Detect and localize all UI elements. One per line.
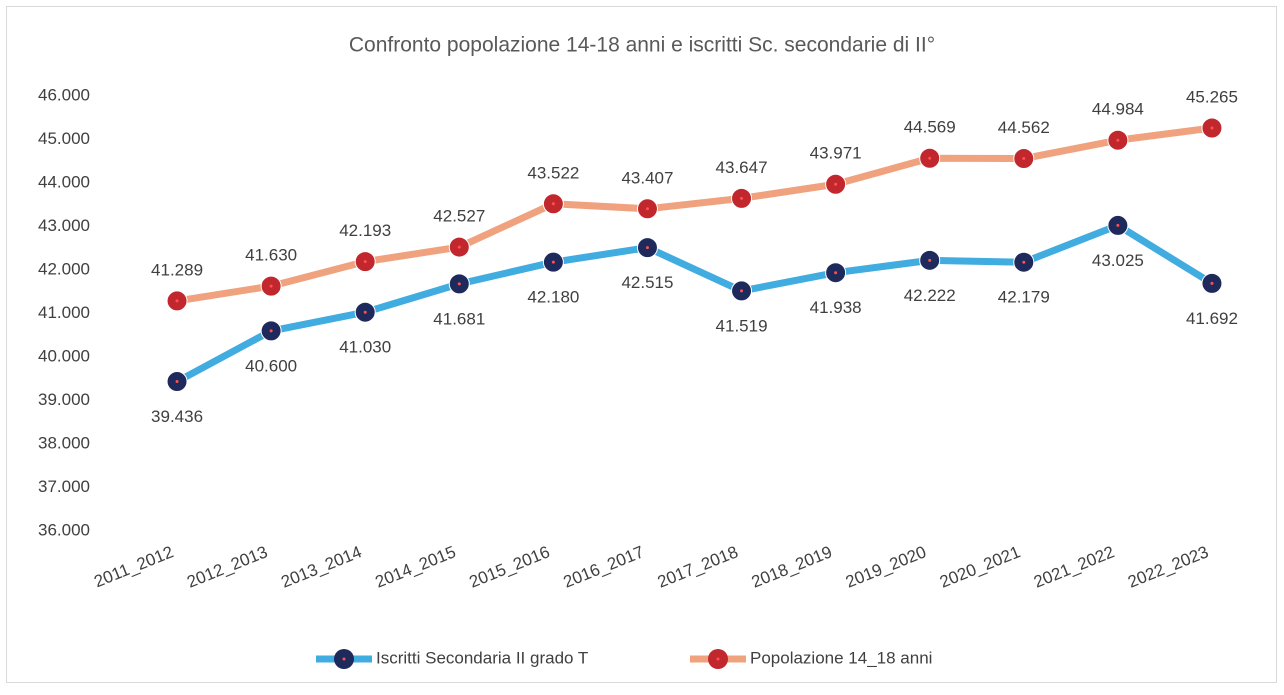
chart-frame xyxy=(6,6,1277,683)
data-label: 44.569 xyxy=(904,118,956,137)
data-label: 43.522 xyxy=(527,163,579,182)
data-label: 42.527 xyxy=(433,207,485,226)
marker-dot xyxy=(834,271,838,275)
y-tick-label: 39.000 xyxy=(38,390,90,409)
legend-label: Popolazione 14_18 anni xyxy=(750,648,932,667)
series-line xyxy=(175,221,1214,385)
series-line xyxy=(176,124,1213,305)
data-label: 41.289 xyxy=(151,260,203,279)
data-label: 40.600 xyxy=(245,356,297,375)
data-label: 43.025 xyxy=(1092,251,1144,270)
y-tick-label: 40.000 xyxy=(38,346,90,365)
data-label: 43.971 xyxy=(810,144,862,163)
marker-dot xyxy=(834,182,838,186)
marker-dot xyxy=(1210,126,1214,130)
legend-marker-dot xyxy=(716,657,720,661)
marker-dot xyxy=(1116,138,1120,142)
marker-dot xyxy=(645,207,649,211)
y-tick-label: 45.000 xyxy=(38,129,90,148)
data-label: 42.222 xyxy=(904,286,956,305)
data-label: 42.193 xyxy=(339,221,391,240)
data-label: 41.692 xyxy=(1186,309,1238,328)
y-tick-label: 44.000 xyxy=(38,172,90,191)
marker-dot xyxy=(457,245,461,249)
marker-dot xyxy=(175,299,179,303)
data-label: 41.630 xyxy=(245,246,297,265)
y-tick-label: 37.000 xyxy=(38,477,90,496)
marker-dot xyxy=(551,260,555,264)
data-label: 41.519 xyxy=(716,316,768,335)
marker-dot xyxy=(269,284,273,288)
data-label: 41.938 xyxy=(810,298,862,317)
marker-dot xyxy=(740,196,744,200)
marker-dot xyxy=(645,246,649,250)
marker-dot xyxy=(928,156,932,160)
marker-dot xyxy=(1210,281,1214,285)
legend-marker-dot xyxy=(342,657,346,661)
y-tick-label: 36.000 xyxy=(38,520,90,539)
marker-dot xyxy=(740,289,744,293)
data-label: 39.436 xyxy=(151,407,203,426)
marker-dot xyxy=(269,329,273,333)
y-tick-label: 41.000 xyxy=(38,303,90,322)
data-label: 44.984 xyxy=(1092,100,1144,119)
y-tick-label: 46.000 xyxy=(38,85,90,104)
marker-dot xyxy=(1022,260,1026,264)
marker-dot xyxy=(1116,223,1120,227)
data-label: 43.407 xyxy=(621,168,673,187)
legend-label: Iscritti Secondaria II grado T xyxy=(376,648,588,667)
marker-dot xyxy=(1022,157,1026,161)
marker-dot xyxy=(928,258,932,262)
data-label: 44.562 xyxy=(998,118,1050,137)
marker-dot xyxy=(457,282,461,286)
marker-dot xyxy=(175,380,179,384)
marker-dot xyxy=(363,310,367,314)
data-label: 41.030 xyxy=(339,338,391,357)
chart-title: Confronto popolazione 14-18 anni e iscri… xyxy=(349,34,935,57)
y-tick-label: 42.000 xyxy=(38,259,90,278)
data-label: 42.515 xyxy=(621,273,673,292)
data-label: 41.681 xyxy=(433,309,485,328)
data-label: 43.647 xyxy=(716,158,768,177)
y-tick-label: 38.000 xyxy=(38,433,90,452)
data-label: 42.179 xyxy=(998,288,1050,307)
marker-dot xyxy=(363,260,367,264)
y-tick-label: 43.000 xyxy=(38,216,90,235)
data-label: 45.265 xyxy=(1186,87,1238,106)
marker-dot xyxy=(551,202,555,206)
data-label: 42.180 xyxy=(527,288,579,307)
